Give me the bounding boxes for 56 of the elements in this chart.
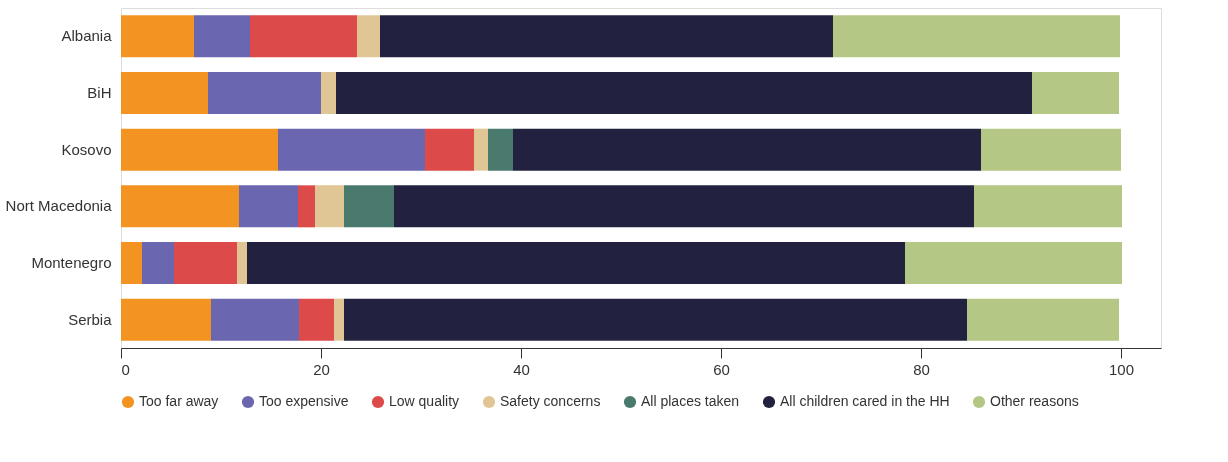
bar xyxy=(278,128,425,171)
bar xyxy=(513,128,981,171)
x-tick-label: 0 xyxy=(121,360,130,378)
bar xyxy=(425,128,474,171)
bar xyxy=(247,242,905,284)
bar xyxy=(194,15,250,58)
y-tick-label: BiH xyxy=(87,84,112,101)
bar xyxy=(121,128,278,171)
bar xyxy=(357,15,380,58)
bar xyxy=(380,15,833,58)
bar xyxy=(344,185,394,228)
bar xyxy=(121,72,208,114)
bar xyxy=(315,185,344,228)
bar xyxy=(833,15,1120,58)
bar xyxy=(967,298,1119,341)
bar xyxy=(239,185,298,228)
y-tick-label: Nort Macedonia xyxy=(5,197,113,215)
bar xyxy=(237,242,247,284)
bar xyxy=(344,298,967,341)
bar xyxy=(488,128,513,171)
legend-label: Too far away xyxy=(139,393,219,409)
legend-label: All places taken xyxy=(641,393,740,409)
bar xyxy=(121,242,142,284)
x-tick-label: 80 xyxy=(913,360,930,378)
bar xyxy=(121,185,239,228)
y-tick-label: Serbia xyxy=(68,310,113,328)
y-tick-label: Montenegro xyxy=(31,254,112,271)
y-tick-label: Kosovo xyxy=(61,140,112,158)
bar xyxy=(211,298,299,341)
bar xyxy=(334,298,344,341)
bar xyxy=(474,128,488,171)
bar xyxy=(321,72,336,114)
legend-label: Low quality xyxy=(389,393,460,409)
x-tick-label: 60 xyxy=(713,360,730,378)
legend-label: Other reasons xyxy=(990,393,1079,409)
bar xyxy=(208,72,321,114)
bar xyxy=(299,298,334,341)
bar xyxy=(974,185,1122,228)
bar xyxy=(174,242,237,284)
x-tick-label: 20 xyxy=(313,360,330,378)
x-tick-label: 100 xyxy=(1108,360,1135,378)
legend-label: Too expensive xyxy=(259,393,349,409)
x-tick-label: 40 xyxy=(513,360,530,378)
bar xyxy=(981,128,1121,171)
bar xyxy=(250,15,357,58)
bar xyxy=(142,242,174,284)
bar xyxy=(905,242,1122,284)
bar xyxy=(121,15,194,58)
bar xyxy=(336,72,1032,114)
bar xyxy=(1032,72,1119,114)
legend-label: All children cared in the HH xyxy=(780,393,950,409)
bar xyxy=(121,298,211,341)
legend-label: Safety concerns xyxy=(500,393,601,409)
bar xyxy=(298,185,315,228)
y-tick-label: Albania xyxy=(61,27,113,45)
bar xyxy=(394,185,974,228)
